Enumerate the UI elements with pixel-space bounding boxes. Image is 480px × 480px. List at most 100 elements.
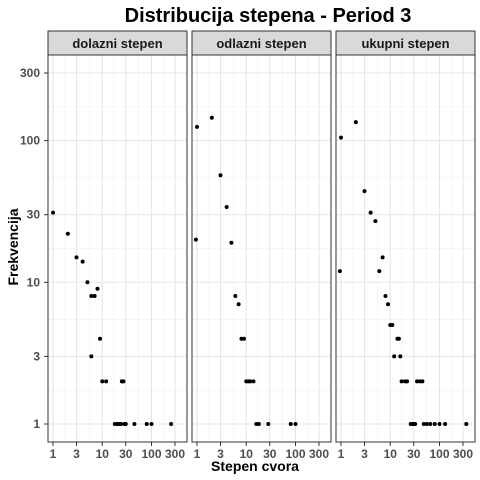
data-point: [353, 120, 358, 125]
data-point: [398, 354, 403, 359]
x-tick-label: 100: [285, 447, 305, 461]
facet-panel: dolazni stepen 1 3 10 30 100 300: [47, 30, 188, 461]
facet-strip-label: odlazni stepen: [216, 36, 306, 51]
data-point: [123, 422, 128, 426]
y-tick-label: 30: [27, 208, 41, 222]
data-point: [256, 422, 261, 426]
panel-border: [47, 54, 188, 443]
x-tick-label: 3: [73, 447, 80, 461]
data-point: [89, 294, 94, 299]
data-point: [373, 219, 378, 224]
x-tick-label: 30: [263, 447, 277, 461]
x-tick-label: 30: [407, 447, 421, 461]
data-point: [288, 422, 293, 426]
data-point: [437, 422, 442, 426]
data-point: [385, 302, 390, 307]
panel-border: [335, 54, 476, 443]
facet-strip-label: dolazni stepen: [72, 36, 162, 51]
x-tick-label: 300: [453, 447, 473, 461]
data-point: [399, 379, 404, 384]
data-point: [421, 422, 426, 426]
y-tick-label: 100: [20, 134, 40, 148]
data-point: [100, 379, 105, 384]
data-point: [104, 379, 109, 384]
x-tick-label: 1: [50, 447, 57, 461]
data-point: [392, 354, 397, 359]
data-point: [266, 422, 271, 426]
data-point: [464, 422, 469, 426]
data-point: [97, 336, 102, 341]
y-tick-label: 300: [20, 66, 40, 80]
data-point: [383, 294, 388, 299]
data-point: [390, 322, 395, 327]
data-point: [377, 269, 382, 274]
data-point: [169, 422, 174, 426]
x-tick-label: 3: [217, 447, 224, 461]
data-point: [80, 259, 85, 264]
x-tick-label: 300: [165, 447, 185, 461]
chart-title: Distribucija stepena - Period 3: [125, 5, 412, 27]
y-axis: 1 3 10 30 100 300: [20, 66, 48, 431]
y-tick-label: 10: [27, 275, 41, 289]
data-point: [293, 422, 298, 426]
facet-strip-label: ukupni stepen: [361, 36, 449, 51]
data-point: [132, 422, 137, 426]
data-point: [229, 240, 234, 245]
x-tick-label: 10: [384, 447, 398, 461]
data-point: [144, 422, 149, 426]
data-point: [380, 255, 385, 260]
data-point: [51, 210, 55, 215]
x-tick-label: 10: [96, 447, 110, 461]
x-tick-label: 10: [240, 447, 254, 461]
x-tick-label: 100: [429, 447, 449, 461]
data-point: [193, 237, 198, 242]
x-tick-label: 30: [119, 447, 133, 461]
data-point: [251, 379, 256, 384]
facet-panel: odlazni stepen 1 3 10 30 100 300: [191, 30, 332, 461]
panel-border: [191, 54, 332, 443]
x-tick-label: 3: [361, 447, 368, 461]
data-point: [443, 422, 448, 426]
data-point: [424, 422, 429, 426]
data-point: [209, 115, 214, 120]
facet-strip: [47, 30, 188, 56]
data-point: [149, 422, 154, 426]
y-tick-label: 3: [33, 349, 40, 363]
data-point: [241, 336, 246, 341]
data-point: [233, 294, 238, 299]
data-point: [248, 379, 253, 384]
data-point: [65, 231, 70, 236]
x-tick-label: 100: [141, 447, 161, 461]
data-point: [89, 354, 94, 359]
data-point: [95, 286, 100, 291]
y-tick-label: 1: [33, 417, 40, 431]
data-point: [121, 379, 126, 384]
data-point: [224, 204, 229, 209]
facet-panel: ukupni stepen 1 3 10 30 100 300: [335, 30, 476, 461]
data-point: [337, 269, 342, 274]
data-point: [432, 422, 437, 426]
data-point: [339, 135, 343, 140]
facet-strip: [335, 30, 476, 56]
data-point: [218, 173, 223, 178]
data-point: [415, 379, 420, 384]
data-point: [396, 336, 401, 341]
data-point: [368, 210, 373, 215]
y-axis-title: Frekvencija: [5, 208, 21, 285]
data-point: [420, 379, 425, 384]
data-point: [118, 422, 123, 426]
x-axis-title: Stepen cvora: [211, 458, 299, 474]
data-point: [413, 422, 418, 426]
data-point: [195, 124, 199, 129]
data-point: [428, 422, 433, 426]
data-point: [362, 189, 367, 194]
data-point: [74, 255, 79, 260]
x-tick-label: 300: [309, 447, 329, 461]
x-tick-label: 1: [194, 447, 201, 461]
data-point: [85, 280, 90, 285]
data-point: [236, 302, 241, 307]
x-tick-label: 1: [338, 447, 345, 461]
